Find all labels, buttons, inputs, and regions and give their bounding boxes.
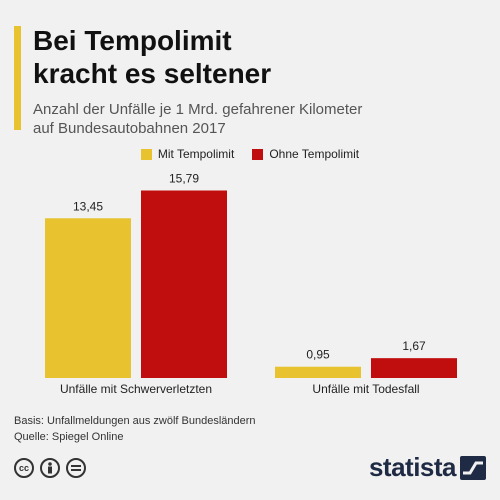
legend-item-mit: Mit Tempolimit	[140, 147, 235, 161]
bar-mit-0	[45, 218, 131, 378]
statista-logo: statista	[369, 452, 486, 483]
legend-swatch-ohne	[252, 148, 264, 160]
footer-source: Quelle: Spiegel Online	[14, 431, 124, 443]
bar-ohne-1	[371, 358, 457, 378]
data-label-ohne-1: 1,67	[402, 339, 426, 353]
legend-item-ohne: Ohne Tempolimit	[252, 147, 359, 161]
data-label-mit-0: 13,45	[73, 199, 103, 213]
license-icons: cc	[14, 458, 86, 478]
statista-mark-icon	[460, 455, 486, 480]
bar-chart: 13,45 15,79 Unfälle mit Schwerverletzten 0,…	[45, 171, 457, 396]
subtitle-line-2: auf Bundesautobahnen 2017	[33, 120, 226, 137]
cc-icon: cc	[14, 458, 34, 478]
title-line-2: kracht es seltener	[33, 58, 272, 89]
chart-subtitle: Anzahl der Unfälle je 1 Mrd. gefahrener …	[33, 100, 483, 138]
equals-icon	[66, 458, 86, 478]
legend-label-mit: Mit Tempolimit	[157, 147, 235, 161]
data-label-mit-1: 0,95	[306, 348, 330, 362]
bar-ohne-0	[141, 190, 227, 378]
title-accent-bar	[14, 26, 21, 130]
legend-swatch-mit	[140, 148, 152, 160]
brand-name: statista	[368, 452, 457, 482]
person-icon	[40, 458, 60, 478]
legend: Mit Tempolimit Ohne Tempolimit	[0, 147, 500, 161]
data-label-ohne-0: 15,79	[169, 171, 199, 185]
legend-label-ohne: Ohne Tempolimit	[269, 147, 360, 161]
category-label-0: Unfälle mit Schwerverletzten	[60, 382, 212, 396]
chart-title: Bei Tempolimit kracht es seltener	[33, 24, 473, 90]
bar-mit-1	[275, 366, 361, 378]
footer-basis: Basis: Unfallmeldungen aus zwölf Bundesl…	[14, 415, 256, 427]
category-label-1: Unfälle mit Todesfall	[312, 382, 419, 396]
title-line-1: Bei Tempolimit	[33, 25, 232, 56]
footer: Basis: Unfallmeldungen aus zwölf Bundesl…	[14, 413, 256, 445]
subtitle-line-1: Anzahl der Unfälle je 1 Mrd. gefahrener …	[33, 101, 363, 118]
